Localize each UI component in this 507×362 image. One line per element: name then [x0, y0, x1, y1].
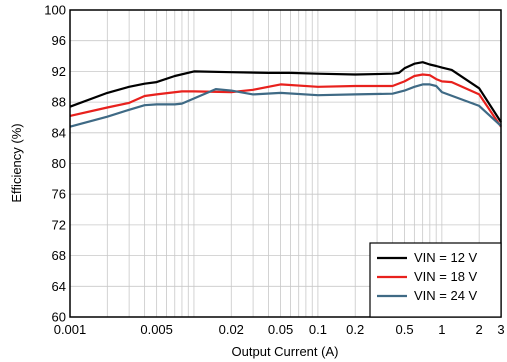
y-tick-label: 76 [52, 187, 66, 202]
y-tick-label: 68 [52, 248, 66, 263]
x-axis-label: Output Current (A) [232, 344, 339, 359]
legend-label-3: VIN = 24 V [414, 288, 478, 303]
legend-label-1: VIN = 12 V [414, 250, 478, 265]
y-tick-label: 92 [52, 64, 66, 79]
y-tick-labels: 60 64 68 72 76 80 84 88 92 96 100 [44, 3, 66, 325]
x-tick-labels: 0.001 0.005 0.02 0.05 0.1 0.2 0.5 1 2 3 [54, 322, 505, 337]
y-tick-label: 88 [52, 95, 66, 110]
x-tick-label: 0.02 [219, 322, 244, 337]
x-tick-label: 0.1 [309, 322, 327, 337]
legend-label-2: VIN = 18 V [414, 269, 478, 284]
plot-frame [69, 9, 502, 318]
y-tick-label: 64 [52, 279, 66, 294]
series-line-3 [69, 83, 502, 128]
series-line-2 [69, 73, 502, 128]
y-tick-label: 60 [52, 310, 66, 325]
legend: VIN = 12 V VIN = 18 V VIN = 24 V [369, 242, 502, 318]
y-tick-label: 84 [52, 125, 66, 140]
legend-box [369, 242, 502, 318]
y-tick-label: 72 [52, 217, 66, 232]
y-tick-label: 96 [52, 33, 66, 48]
y-axis-label: Efficiency (%) [9, 123, 24, 202]
x-tick-label: 0.2 [346, 322, 364, 337]
x-tick-label: 3 [497, 322, 504, 337]
series-line-1 [69, 61, 502, 123]
x-tick-label: 0.05 [268, 322, 293, 337]
y-tick-label: 100 [44, 3, 66, 18]
series-lines [69, 61, 502, 128]
y-tick-label: 80 [52, 156, 66, 171]
x-tick-label: 0.001 [54, 322, 87, 337]
x-tick-label: 2 [476, 322, 483, 337]
x-tick-label: 0.005 [140, 322, 173, 337]
x-tick-label: 1 [438, 322, 445, 337]
x-tick-label: 0.5 [396, 322, 414, 337]
